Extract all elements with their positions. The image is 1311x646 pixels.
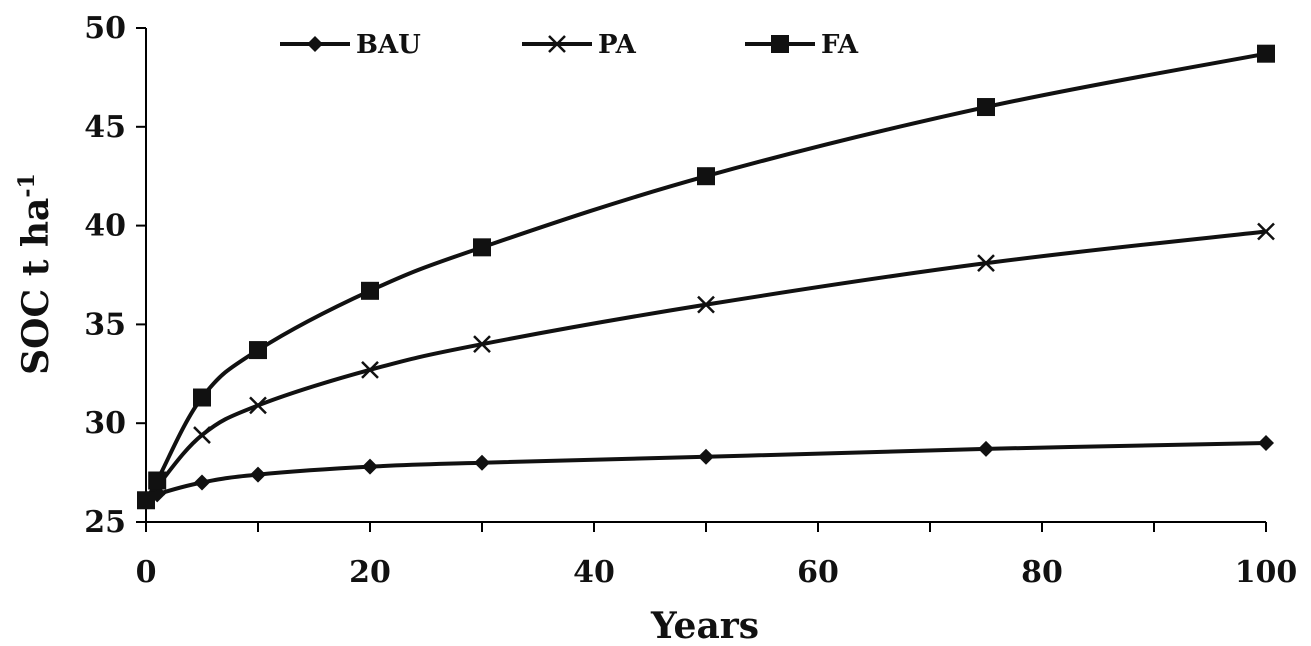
y-tick-label: 45 <box>84 110 126 145</box>
legend: BAU PA FA <box>280 30 859 60</box>
legend-item-pa: PA <box>522 30 637 60</box>
x-tick-label: 80 <box>1021 555 1063 590</box>
x-axis-title: Years <box>650 605 759 646</box>
data-point-fa <box>137 491 155 510</box>
y-tick-label: 35 <box>84 307 126 342</box>
series-line-fa <box>144 51 1268 503</box>
data-point-fa <box>977 98 995 117</box>
legend-label: BAU <box>356 30 421 60</box>
series-group <box>137 44 1275 510</box>
data-point-fa <box>193 388 211 407</box>
data-point-pa <box>697 295 715 314</box>
legend-item-fa: FA <box>745 30 859 60</box>
data-point-pa <box>1257 222 1275 241</box>
y-axis-title-superscript: -1 <box>14 173 40 197</box>
x-tick-label: 40 <box>573 555 615 590</box>
data-point-pa <box>193 426 211 444</box>
x-tick-label: 0 <box>136 555 157 590</box>
data-point-fa <box>473 238 491 257</box>
data-point-bau <box>250 466 266 483</box>
data-point-pa <box>977 254 995 273</box>
y-tick-label: 25 <box>84 505 126 540</box>
series-fa <box>137 44 1275 510</box>
legend-marker-bau <box>307 36 323 52</box>
axes-group: 0 20 40 60 80 100 25 30 35 40 45 50 <box>84 11 1297 590</box>
y-axis-title-main: SOC t ha <box>15 198 57 375</box>
x-tick-label: 60 <box>797 555 839 590</box>
data-point-bau <box>474 454 490 471</box>
data-point-bau <box>698 448 714 465</box>
data-point-fa <box>249 341 267 360</box>
data-point-bau <box>1258 434 1274 451</box>
x-tick-label: 20 <box>349 555 391 590</box>
legend-marker-pa <box>548 35 566 53</box>
y-tick-label: 50 <box>84 11 126 46</box>
data-point-fa <box>148 471 167 490</box>
data-point-bau <box>978 440 994 457</box>
data-point-bau <box>194 474 210 491</box>
legend-label: PA <box>598 30 637 60</box>
data-point-fa <box>1257 44 1275 63</box>
legend-marker-fa <box>771 35 789 53</box>
series-bau <box>138 434 1274 509</box>
y-tick-label: 40 <box>84 209 126 244</box>
data-point-fa <box>361 281 379 300</box>
data-point-pa <box>361 360 379 379</box>
data-point-pa <box>249 396 267 415</box>
legend-item-bau: BAU <box>280 30 421 60</box>
data-point-pa <box>473 335 491 354</box>
x-tick-label: 100 <box>1235 555 1298 590</box>
legend-label: FA <box>821 30 859 60</box>
series-pa <box>137 222 1275 510</box>
y-axis-title: SOC t ha-1 <box>14 173 57 375</box>
data-point-bau <box>362 458 378 475</box>
data-point-fa <box>697 167 715 186</box>
y-tick-label: 30 <box>84 406 126 441</box>
